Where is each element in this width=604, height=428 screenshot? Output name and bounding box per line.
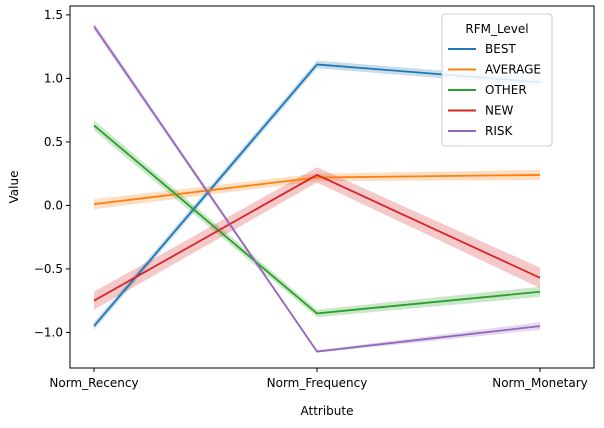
- series-line-new: [93, 173, 541, 302]
- y-axis: −1.0 −0.5 0.0 0.5 1.0 1.5: [34, 8, 70, 339]
- plot-frame: [69, 5, 595, 369]
- legend-label-other: OTHER: [485, 83, 527, 97]
- ci-band-average: [94, 169, 540, 210]
- ci-band-new: [94, 167, 540, 310]
- series-line-other: [93, 124, 541, 315]
- legend-title: RFM_Level: [465, 22, 528, 36]
- x-axis-label: Attribute: [301, 404, 354, 418]
- y-tick-label: −1.0: [34, 325, 63, 339]
- ci-band-other: [94, 120, 540, 318]
- legend-label-average: AVERAGE: [485, 63, 541, 77]
- y-tick-label: 0.0: [44, 198, 63, 212]
- legend-label-risk: RISK: [485, 124, 513, 138]
- series-lines: [93, 25, 541, 353]
- y-axis-label: Value: [7, 171, 21, 204]
- legend-box: [441, 13, 553, 147]
- series-line-risk: [93, 25, 541, 353]
- y-tick-label: −0.5: [34, 262, 63, 276]
- x-axis: Norm_Recency Norm_Frequency Norm_Monetary: [49, 368, 588, 390]
- legend: RFM_Level BEST AVERAGE OTHER NEW RISK: [441, 13, 553, 147]
- x-tick-label: Norm_Recency: [49, 376, 138, 390]
- x-tick-label: Norm_Frequency: [267, 376, 368, 390]
- y-tick-label: 0.5: [44, 135, 63, 149]
- legend-label-best: BEST: [485, 42, 516, 56]
- x-tick-label: Norm_Monetary: [492, 376, 588, 390]
- y-tick-label: 1.0: [44, 71, 63, 85]
- legend-label-new: NEW: [485, 104, 514, 118]
- confidence-bands: [94, 22, 540, 353]
- series-line-average: [93, 174, 541, 206]
- y-tick-label: 1.5: [44, 8, 63, 22]
